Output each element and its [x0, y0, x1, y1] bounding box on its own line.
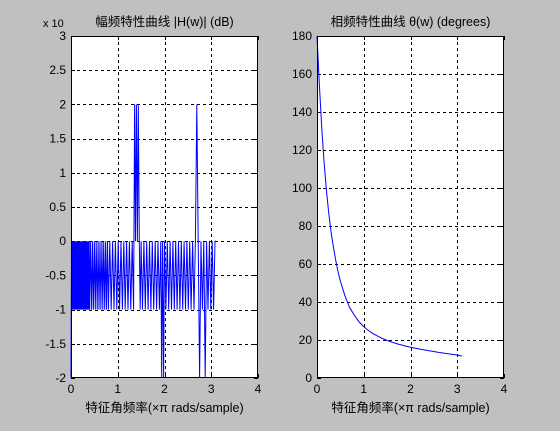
magnitude-y-tick-label: -1 — [55, 303, 66, 317]
magnitude-x-tick-label: 2 — [161, 382, 168, 396]
magnitude-y-tick-label: 0.5 — [49, 200, 66, 214]
phase-y-tick-label: 60 — [299, 257, 313, 271]
phase-y-tick-labels: 0 20 40 60 80 100 120 140 160 180 — [292, 29, 312, 385]
magnitude-series-line — [70, 104, 216, 379]
phase-x-axis-label: 特征角频率(×π rads/sample) — [331, 400, 489, 415]
phase-y-tick-label: 20 — [299, 333, 313, 347]
magnitude-y-tick-label: -2 — [55, 371, 66, 385]
phase-x-tick-labels: 0 1 2 3 4 — [314, 382, 508, 396]
magnitude-axes-frame — [71, 36, 258, 378]
phase-y-tick-label: 0 — [305, 371, 312, 385]
magnitude-x-tick-label: 4 — [255, 382, 262, 396]
magnitude-y-tick-label: 0 — [59, 234, 66, 248]
magnitude-y-tick-label: 1 — [59, 166, 66, 180]
magnitude-y-tick-label: -1.5 — [45, 337, 66, 351]
phase-y-tick-label: 120 — [292, 143, 312, 157]
phase-y-tick-label: 140 — [292, 105, 312, 119]
phase-title: 相频特性曲线 θ(w) (degrees) — [331, 14, 491, 29]
phase-series-line — [316, 35, 463, 357]
phase-x-tick-label: 1 — [360, 382, 367, 396]
phase-y-tick-label: 40 — [299, 295, 313, 309]
phase-y-tick-label: 100 — [292, 181, 312, 195]
magnitude-title: 幅频特性曲线 |H(w)| (dB) — [95, 14, 233, 29]
magnitude-y-tick-label: 3 — [59, 29, 66, 43]
phase-x-tick-label: 0 — [314, 382, 321, 396]
magnitude-x-tick-label: 1 — [114, 382, 121, 396]
phase-x-tick-label: 3 — [454, 382, 461, 396]
phase-y-tick-label: 160 — [292, 67, 312, 81]
magnitude-y-tick-label: 2.5 — [49, 63, 66, 77]
magnitude-y-tick-labels: -2 -1.5 -1 -0.5 0 0.5 1 1.5 2 2.5 3 — [45, 29, 66, 385]
phase-x-tick-label: 4 — [501, 382, 508, 396]
magnitude-y-tick-label: -0.5 — [45, 268, 66, 282]
phase-y-tick-label: 80 — [299, 219, 313, 233]
magnitude-series — [70, 104, 216, 379]
magnitude-response-axes: -2 -1.5 -1 -0.5 0 0.5 1 1.5 2 2.5 3 0 1 2 3 4 x 10 幅频特… — [43, 14, 262, 415]
magnitude-x-tick-labels: 0 1 2 3 4 — [68, 382, 262, 396]
phase-series — [316, 35, 463, 357]
magnitude-y-tick-label: 1.5 — [49, 132, 66, 146]
phase-plot-area — [317, 36, 504, 378]
magnitude-grid — [71, 36, 258, 378]
phase-x-tick-label: 2 — [407, 382, 414, 396]
phase-grid — [317, 36, 504, 378]
phase-response-axes: 0 20 40 60 80 100 120 140 160 180 0 1 2 3 4 相频特性曲线 θ(… — [292, 14, 508, 415]
phase-axes-frame — [317, 36, 504, 378]
magnitude-y-multiplier: x 10 — [43, 18, 64, 30]
magnitude-x-axis-label: 特征角频率(×π rads/sample) — [85, 400, 243, 415]
magnitude-y-tick-label: 2 — [59, 97, 66, 111]
magnitude-x-tick-label: 0 — [68, 382, 75, 396]
phase-y-tick-label: 180 — [292, 29, 312, 43]
magnitude-x-tick-label: 3 — [208, 382, 215, 396]
